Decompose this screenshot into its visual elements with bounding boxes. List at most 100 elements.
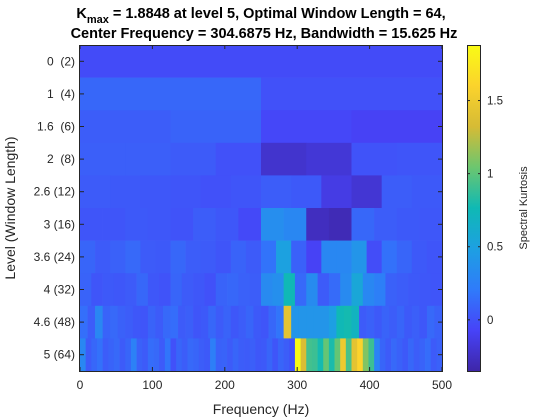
heatmap-cell [215,208,239,241]
heatmap-cell [283,305,292,339]
heatmap-cell [125,305,134,339]
heatmap-cell [357,338,364,372]
heatmap-cell [283,208,307,241]
heatmap-cell [368,338,375,372]
heatmap-cell [291,305,300,339]
heatmap-cell [96,338,103,372]
heatmap-cell [193,305,202,339]
heatmap-cell [102,338,109,372]
heatmap-cell [294,338,301,372]
heatmap-cell [351,240,367,274]
heatmap-cell [321,175,352,209]
heatmap-cell [396,142,443,176]
heatmap-cell [408,273,420,307]
heatmap-cell [102,208,126,241]
heatmap-cell [230,175,262,209]
heatmap-cell [80,45,443,78]
heatmap-cell [221,338,228,372]
heatmap-cell [276,305,284,339]
heatmap-cell [170,175,202,209]
heatmap-cell [215,273,228,307]
heatmap-cell [113,338,120,372]
heatmap-cell [426,240,443,274]
heatmap-cell [362,273,375,307]
heatmap-cell [374,273,386,307]
x-axis: 0 100 200 300 400 500 [77,45,452,392]
heatmap-cell [374,208,398,241]
heatmap-cell [227,338,234,372]
heatmap-cell [261,175,292,209]
heatmap-cell [268,305,277,339]
heatmap-cell [385,273,398,307]
heatmap-cell [80,208,103,241]
heatmap-cell [198,338,205,372]
heatmap-cell [245,240,262,274]
heatmap-cell [345,338,352,372]
heatmap-cell [80,110,171,144]
heatmap-cell [155,240,171,274]
heatmap-cell [351,338,358,372]
heatmap-cell [170,305,179,339]
heatmap-cell [140,305,149,339]
y-tick-label: 3 (16) [44,217,75,231]
heatmap-cell [102,273,115,307]
colorbar-label: Spectral Kurtosis [518,166,530,250]
heatmap-cell [272,338,279,372]
heatmap-cell [162,305,171,339]
colorbar-tick-label: 1 [487,169,493,181]
heatmap-cell [185,240,202,274]
heatmap-cell [80,142,126,176]
y-tick-label: 4.6 (48) [34,315,75,329]
heatmap-cell [253,305,262,339]
heatmap-cell [340,273,352,307]
heatmap-cell [351,175,383,209]
heatmap-cell [200,175,232,209]
heatmap-cell [396,273,409,307]
heatmap-cell [108,338,115,372]
heatmap-cell [261,77,443,111]
chart-title-line-1: Kmax = 1.8848 at level 5, Optimal Window… [76,6,445,26]
heatmap-cell [227,273,239,307]
colorbar-tick-label: 0.5 [487,242,503,254]
heatmap-cell [238,305,247,339]
heatmap-cell [125,338,132,372]
heatmap-cell [117,305,126,339]
x-tick-label: 500 [432,378,452,392]
heatmap-cell [261,273,273,307]
heatmap-cell [185,305,194,339]
colorbar-ticks: 0 0.5 1 1.5 [467,96,503,327]
heatmap-cell [411,175,443,209]
heatmap-cell [328,273,341,307]
heatmap-cell [200,240,217,274]
heatmap-cell [328,305,337,339]
heatmap-cell [419,338,426,372]
heatmap-cell [232,338,239,372]
heatmap-cell [110,175,141,209]
heatmap-cell [91,273,103,307]
heatmap-cell [215,240,232,274]
heatmap-cell [298,305,307,339]
heatmap-cell [328,338,335,372]
heatmap-cell [389,305,398,339]
heatmap-cell [223,305,232,339]
y-tick-label: 2 (8) [47,152,75,166]
heatmap-cell [396,208,420,241]
heatmap-cell [291,240,307,274]
heatmap-cell [80,240,96,274]
heatmap-cell [230,305,239,339]
heatmap-cell [125,142,171,176]
y-tick-label: 4 (32) [44,283,75,297]
heatmap-cell [396,338,403,372]
heatmap-cell [351,110,443,144]
heatmap-cell [130,338,137,372]
y-tick-label: 1.6 (6) [37,120,75,134]
heatmap-cell [215,142,262,176]
heatmap-cell [102,305,111,339]
heatmap-cell [419,273,432,307]
heatmap-cell [85,338,92,372]
heatmap-cell [125,208,149,241]
heatmap-cell [113,273,126,307]
heatmap-cell [159,273,171,307]
heatmap-cell [340,338,347,372]
heatmap-cell [110,240,126,274]
